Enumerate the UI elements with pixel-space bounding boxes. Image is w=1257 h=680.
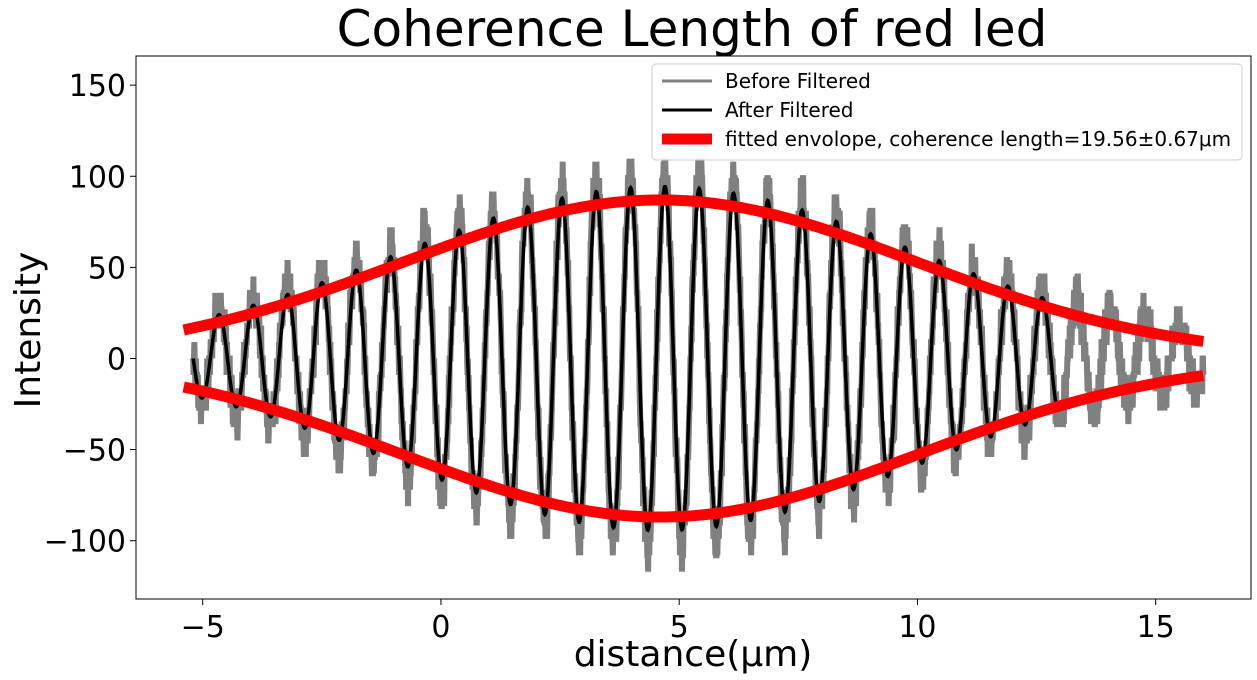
legend-frame <box>651 63 1243 161</box>
y-tick-label: 150 <box>69 69 126 104</box>
y-tick-label: 0 <box>107 342 126 377</box>
legend-label: Before Filtered <box>725 69 871 93</box>
x-tick-label: −5 <box>181 610 225 645</box>
x-tick-label: 15 <box>1137 610 1175 645</box>
y-tick-label: −50 <box>63 434 126 469</box>
y-tick-label: 50 <box>88 251 126 286</box>
axes-frame <box>135 55 1252 600</box>
legend-label: fitted envolope, coherence length=19.56±… <box>725 127 1231 151</box>
x-tick-label: 10 <box>898 610 936 645</box>
y-tick-label: −100 <box>44 525 126 560</box>
legend-label: After Filtered <box>725 98 853 122</box>
envelope-lower <box>182 370 1205 523</box>
envelope-upper <box>182 194 1205 347</box>
y-axis-label: Intensity <box>8 252 49 409</box>
legend: Before Filtered After Filtered fitted envo… <box>651 63 1243 161</box>
x-tick-label: 0 <box>431 610 450 645</box>
y-tick-label: 100 <box>69 160 126 195</box>
plot-area <box>135 55 1252 600</box>
x-axis-label: distance(μm) <box>574 634 813 675</box>
chart-title: Coherence Length of red led <box>337 0 1048 58</box>
x-tick-label: 5 <box>670 610 689 645</box>
